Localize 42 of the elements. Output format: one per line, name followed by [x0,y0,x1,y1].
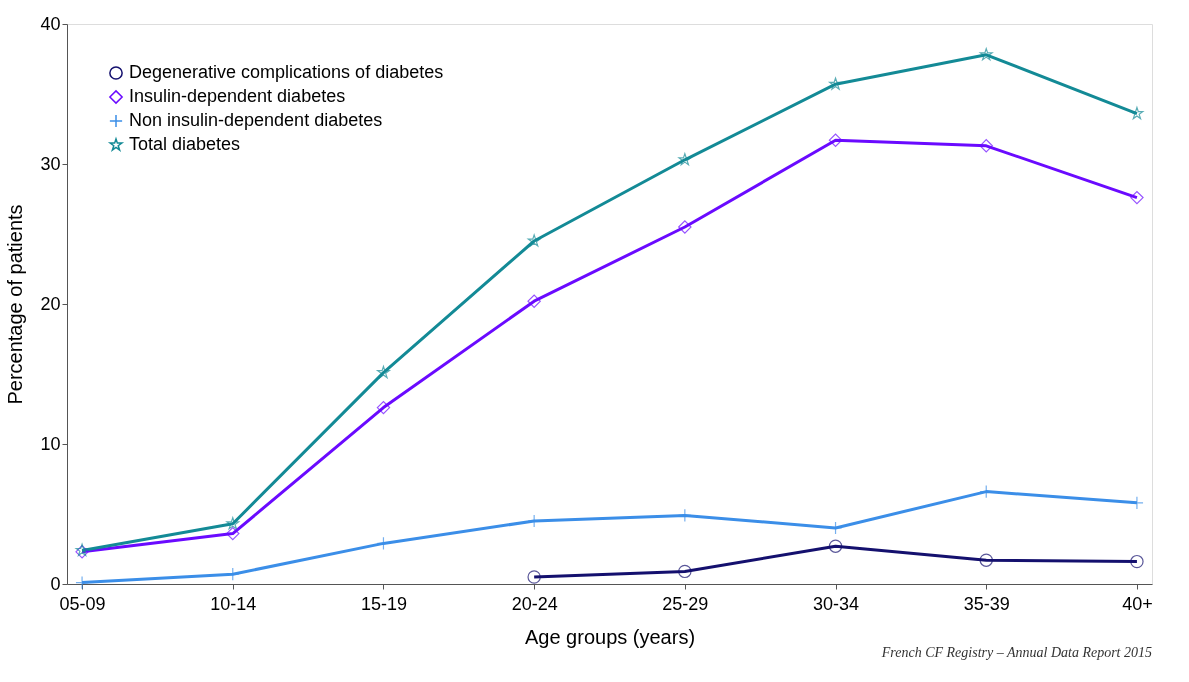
point [527,294,541,308]
x-tick-label: 40+ [1122,593,1153,614]
point [527,570,541,584]
point [979,139,993,153]
x-tick-label: 35-39 [963,593,1010,614]
point [1130,106,1144,120]
point [1130,554,1144,569]
x-tick-label: 25-29 [662,593,709,614]
y-tick-label: 0 [50,573,61,594]
x-tick-label: 10-14 [210,593,257,614]
x-tick-label: 20-24 [511,593,558,614]
y-axis-title: Percentage of patients [4,204,27,405]
point [226,526,240,541]
point [377,365,390,379]
point [527,234,541,247]
legend-label: Insulin-dependent diabetes [129,86,346,106]
point [1130,190,1144,205]
point [828,539,843,553]
point [979,48,993,61]
text: French CF Registry – Annual Data Report 2015 [880,645,1152,660]
point [828,133,843,147]
x-tick-label: 05-09 [59,593,106,614]
legend-label: Total diabetes [129,134,241,154]
legend-label: Degenerative complications of diabetes [129,62,444,82]
y-tick-label: 30 [40,153,61,174]
legend-label: Non insulin-dependent diabetes [129,110,383,130]
point [376,400,391,415]
point [75,575,89,590]
x-axis-title: Age groups (years) [524,625,696,648]
point [678,153,692,166]
point [979,553,993,567]
point [678,564,692,579]
point [829,77,842,90]
y-tick-label: 20 [40,293,61,314]
point [1130,496,1144,510]
x-tick-label: 15-19 [360,593,407,614]
x-tick-label: 30-34 [813,593,860,614]
y-tick-label: 40 [40,13,61,34]
y-tick-label: 10 [40,433,61,454]
point [678,508,692,523]
point [226,517,240,530]
point [678,220,692,234]
